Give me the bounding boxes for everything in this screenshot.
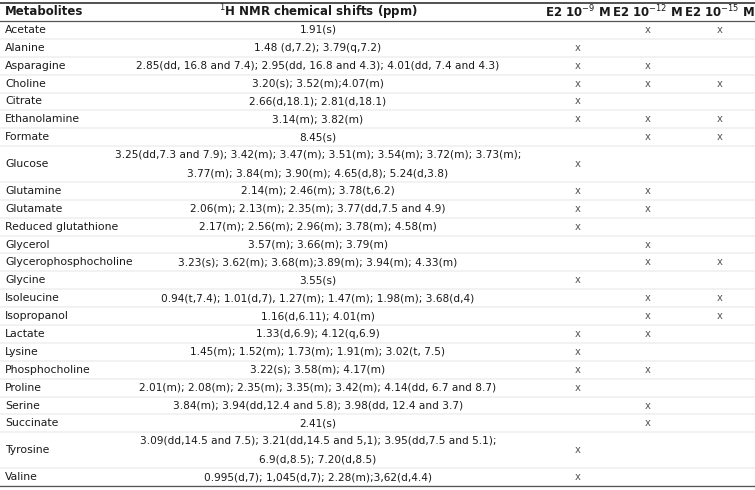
Text: 3.23(s); 3.62(m); 3.68(m);3.89(m); 3.94(m); 4.33(m): 3.23(s); 3.62(m); 3.68(m);3.89(m); 3.94(… (178, 257, 458, 268)
Text: x: x (575, 472, 581, 482)
Text: Glycine: Glycine (5, 275, 45, 285)
Text: Formate: Formate (5, 132, 50, 142)
Text: 2.14(m); 2.46(m); 3.78(t,6.2): 2.14(m); 2.46(m); 3.78(t,6.2) (241, 186, 395, 196)
Text: x: x (645, 132, 651, 142)
Text: 0.94(t,7.4); 1.01(d,7), 1.27(m); 1.47(m); 1.98(m); 3.68(d,4): 0.94(t,7.4); 1.01(d,7), 1.27(m); 1.47(m)… (162, 293, 475, 303)
Text: x: x (645, 311, 651, 321)
Text: x: x (645, 365, 651, 375)
Text: Metabolites: Metabolites (5, 5, 83, 19)
Text: Lysine: Lysine (5, 347, 39, 357)
Text: x: x (575, 78, 581, 89)
Text: x: x (717, 78, 723, 89)
Text: 3.14(m); 3.82(m): 3.14(m); 3.82(m) (273, 114, 364, 124)
Text: x: x (645, 78, 651, 89)
Text: x: x (645, 400, 651, 411)
Text: x: x (575, 114, 581, 124)
Text: x: x (575, 61, 581, 71)
Text: x: x (645, 418, 651, 428)
Text: 2.06(m); 2.13(m); 2.35(m); 3.77(dd,7.5 and 4.9): 2.06(m); 2.13(m); 2.35(m); 3.77(dd,7.5 a… (190, 204, 445, 214)
Text: x: x (645, 61, 651, 71)
Text: x: x (575, 97, 581, 106)
Text: Citrate: Citrate (5, 97, 42, 106)
Text: x: x (717, 114, 723, 124)
Text: 2.66(d,18.1); 2.81(d,18.1): 2.66(d,18.1); 2.81(d,18.1) (249, 97, 387, 106)
Text: x: x (717, 311, 723, 321)
Text: 8.45(s): 8.45(s) (300, 132, 337, 142)
Text: 2.17(m); 2.56(m); 2.96(m); 3.78(m); 4.58(m): 2.17(m); 2.56(m); 2.96(m); 3.78(m); 4.58… (199, 221, 437, 232)
Text: 2.01(m); 2.08(m); 2.35(m); 3.35(m); 3.42(m); 4.14(dd, 6.7 and 8.7): 2.01(m); 2.08(m); 2.35(m); 3.35(m); 3.42… (140, 383, 497, 392)
Text: Glutamine: Glutamine (5, 186, 61, 196)
Text: 1.33(d,6.9); 4.12(q,6.9): 1.33(d,6.9); 4.12(q,6.9) (256, 329, 380, 339)
Text: x: x (717, 257, 723, 268)
Text: Isoleucine: Isoleucine (5, 293, 60, 303)
Text: Serine: Serine (5, 400, 40, 411)
Text: Isopropanol: Isopropanol (5, 311, 69, 321)
Text: 3.22(s); 3.58(m); 4.17(m): 3.22(s); 3.58(m); 4.17(m) (251, 365, 386, 375)
Text: 1.16(d,6.11); 4.01(m): 1.16(d,6.11); 4.01(m) (261, 311, 375, 321)
Text: 3.09(dd,14.5 and 7.5); 3.21(dd,14.5 and 5,1); 3.95(dd,7.5 and 5.1);: 3.09(dd,14.5 and 7.5); 3.21(dd,14.5 and … (140, 436, 496, 446)
Text: Choline: Choline (5, 78, 46, 89)
Text: Asparagine: Asparagine (5, 61, 66, 71)
Text: Glutamate: Glutamate (5, 204, 63, 214)
Text: Ethanolamine: Ethanolamine (5, 114, 80, 124)
Text: Proline: Proline (5, 383, 42, 392)
Text: Succinate: Succinate (5, 418, 58, 428)
Text: 6.9(d,8.5); 7.20(d,8.5): 6.9(d,8.5); 7.20(d,8.5) (260, 455, 377, 465)
Text: 1.48 (d,7.2); 3.79(q,7.2): 1.48 (d,7.2); 3.79(q,7.2) (254, 43, 381, 53)
Text: x: x (575, 221, 581, 232)
Text: 2.41(s): 2.41(s) (300, 418, 337, 428)
Text: 0.995(d,7); 1,045(d,7); 2.28(m);3,62(d,4.4): 0.995(d,7); 1,045(d,7); 2.28(m);3,62(d,4… (204, 472, 432, 482)
Text: 1.45(m); 1.52(m); 1.73(m); 1.91(m); 3.02(t, 7.5): 1.45(m); 1.52(m); 1.73(m); 1.91(m); 3.02… (190, 347, 445, 357)
Text: 3.84(m); 3.94(dd,12.4 and 5.8); 3.98(dd, 12.4 and 3.7): 3.84(m); 3.94(dd,12.4 and 5.8); 3.98(dd,… (173, 400, 463, 411)
Text: 3.55(s): 3.55(s) (300, 275, 337, 285)
Text: x: x (645, 257, 651, 268)
Text: x: x (645, 25, 651, 35)
Text: E2 10$^{-9}$ M: E2 10$^{-9}$ M (545, 4, 611, 20)
Text: 3.57(m); 3.66(m); 3.79(m): 3.57(m); 3.66(m); 3.79(m) (248, 240, 388, 249)
Text: Tyrosine: Tyrosine (5, 445, 49, 455)
Text: Valine: Valine (5, 472, 38, 482)
Text: Lactate: Lactate (5, 329, 45, 339)
Text: Glycerol: Glycerol (5, 240, 50, 249)
Text: x: x (645, 114, 651, 124)
Text: Reduced glutathione: Reduced glutathione (5, 221, 119, 232)
Text: x: x (575, 365, 581, 375)
Text: Alanine: Alanine (5, 43, 45, 53)
Text: x: x (645, 186, 651, 196)
Text: E2 10$^{-15}$ M: E2 10$^{-15}$ M (684, 4, 755, 20)
Text: x: x (645, 293, 651, 303)
Text: x: x (575, 186, 581, 196)
Text: x: x (575, 204, 581, 214)
Text: x: x (575, 43, 581, 53)
Text: x: x (575, 329, 581, 339)
Text: x: x (645, 204, 651, 214)
Text: $^{1}$H NMR chemical shifts (ppm): $^{1}$H NMR chemical shifts (ppm) (218, 2, 418, 22)
Text: 3.77(m); 3.84(m); 3.90(m); 4.65(d,8); 5.24(d,3.8): 3.77(m); 3.84(m); 3.90(m); 4.65(d,8); 5.… (187, 169, 448, 178)
Text: Glucose: Glucose (5, 159, 48, 169)
Text: x: x (575, 275, 581, 285)
Text: 3.25(dd,7.3 and 7.9); 3.42(m); 3.47(m); 3.51(m); 3.54(m); 3.72(m); 3.73(m);: 3.25(dd,7.3 and 7.9); 3.42(m); 3.47(m); … (115, 150, 521, 160)
Text: x: x (717, 132, 723, 142)
Text: 3.20(s); 3.52(m);4.07(m): 3.20(s); 3.52(m);4.07(m) (252, 78, 384, 89)
Text: Acetate: Acetate (5, 25, 47, 35)
Text: x: x (575, 445, 581, 455)
Text: 2.85(dd, 16.8 and 7.4); 2.95(dd, 16.8 and 4.3); 4.01(dd, 7.4 and 4.3): 2.85(dd, 16.8 and 7.4); 2.95(dd, 16.8 an… (137, 61, 500, 71)
Text: x: x (717, 293, 723, 303)
Text: x: x (575, 159, 581, 169)
Text: x: x (717, 25, 723, 35)
Text: x: x (645, 240, 651, 249)
Text: x: x (645, 329, 651, 339)
Text: 1.91(s): 1.91(s) (300, 25, 337, 35)
Text: x: x (575, 383, 581, 392)
Text: E2 10$^{-12}$ M: E2 10$^{-12}$ M (612, 4, 683, 20)
Text: Phosphocholine: Phosphocholine (5, 365, 91, 375)
Text: Glycerophosphocholine: Glycerophosphocholine (5, 257, 133, 268)
Text: x: x (575, 347, 581, 357)
